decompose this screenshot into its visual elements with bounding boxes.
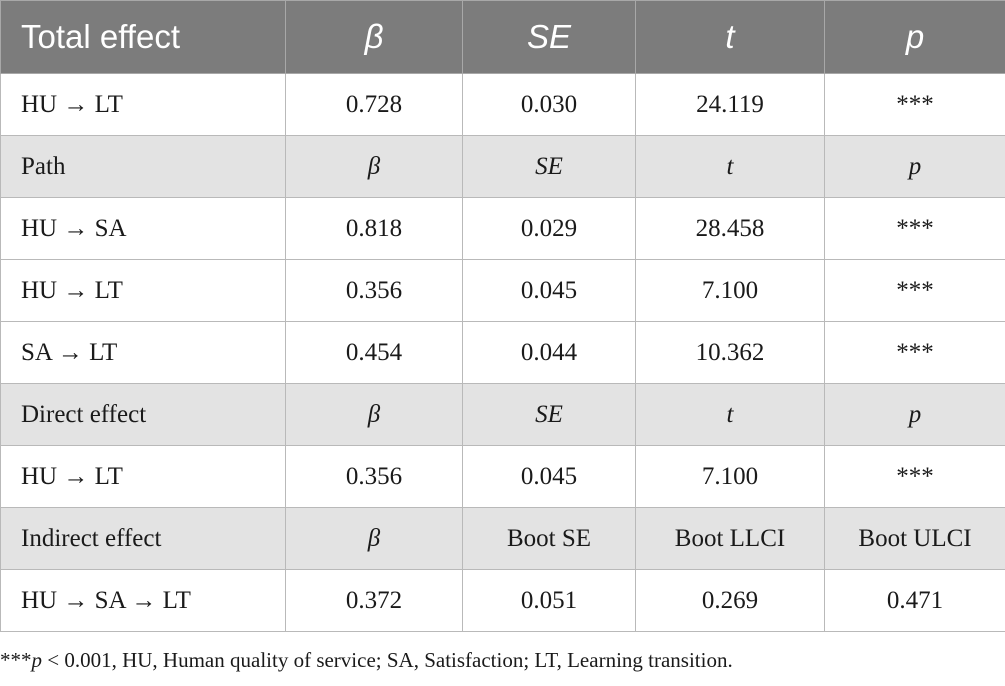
section-label: Direct effect bbox=[0, 383, 286, 446]
cell-p: *** bbox=[824, 445, 1005, 508]
cell-p: *** bbox=[824, 259, 1005, 322]
table-header-row: Total effect β SE t p bbox=[0, 0, 1005, 74]
cell-beta: 0.454 bbox=[285, 321, 463, 384]
results-table: Total effect β SE t p HU → LT 0.728 0.03… bbox=[0, 0, 1005, 632]
section-cell-boot-se: Boot SE bbox=[462, 507, 636, 570]
table-footnote: ***p < 0.001, HU, Human quality of servi… bbox=[0, 648, 733, 673]
footnote-text: < 0.001, HU, Human quality of service; S… bbox=[42, 648, 733, 672]
cell-beta: 0.356 bbox=[285, 259, 463, 322]
cell-se: 0.045 bbox=[462, 259, 636, 322]
cell-beta: 0.728 bbox=[285, 73, 463, 136]
cell-se: 0.045 bbox=[462, 445, 636, 508]
table-row: HU → SA 0.818 0.029 28.458 *** bbox=[0, 197, 1005, 260]
section-cell-t: t bbox=[635, 383, 825, 446]
row-label: SA → LT bbox=[0, 321, 286, 384]
section-header-row: Indirect effect β Boot SE Boot LLCI Boot… bbox=[0, 507, 1005, 570]
section-header-row: Path β SE t p bbox=[0, 135, 1005, 198]
cell-beta: 0.372 bbox=[285, 569, 463, 632]
section-cell-beta: β bbox=[285, 383, 463, 446]
cell-p: *** bbox=[824, 197, 1005, 260]
cell-boot-se: 0.051 bbox=[462, 569, 636, 632]
section-label: Path bbox=[0, 135, 286, 198]
cell-se: 0.029 bbox=[462, 197, 636, 260]
table-row: HU → LT 0.356 0.045 7.100 *** bbox=[0, 259, 1005, 322]
row-label: HU → LT bbox=[0, 73, 286, 136]
table-row: HU → LT 0.356 0.045 7.100 *** bbox=[0, 445, 1005, 508]
header-cell-se: SE bbox=[462, 0, 636, 74]
cell-se: 0.044 bbox=[462, 321, 636, 384]
cell-t: 28.458 bbox=[635, 197, 825, 260]
section-label: Indirect effect bbox=[0, 507, 286, 570]
cell-se: 0.030 bbox=[462, 73, 636, 136]
header-cell-beta: β bbox=[285, 0, 463, 74]
header-cell-total-effect: Total effect bbox=[0, 0, 286, 74]
cell-t: 7.100 bbox=[635, 445, 825, 508]
cell-t: 7.100 bbox=[635, 259, 825, 322]
section-cell-beta: β bbox=[285, 507, 463, 570]
section-header-row: Direct effect β SE t p bbox=[0, 383, 1005, 446]
section-cell-t: t bbox=[635, 135, 825, 198]
row-label: HU → LT bbox=[0, 445, 286, 508]
table-row: HU → SA → LT 0.372 0.051 0.269 0.471 bbox=[0, 569, 1005, 632]
section-cell-se: SE bbox=[462, 135, 636, 198]
section-cell-p: p bbox=[824, 135, 1005, 198]
cell-beta: 0.818 bbox=[285, 197, 463, 260]
section-cell-p: p bbox=[824, 383, 1005, 446]
table-row: SA → LT 0.454 0.044 10.362 *** bbox=[0, 321, 1005, 384]
header-cell-t: t bbox=[635, 0, 825, 74]
cell-t: 24.119 bbox=[635, 73, 825, 136]
cell-p: *** bbox=[824, 321, 1005, 384]
cell-beta: 0.356 bbox=[285, 445, 463, 508]
section-cell-boot-llci: Boot LLCI bbox=[635, 507, 825, 570]
row-label: HU → SA bbox=[0, 197, 286, 260]
cell-p: *** bbox=[824, 73, 1005, 136]
section-cell-beta: β bbox=[285, 135, 463, 198]
row-label: HU → SA → LT bbox=[0, 569, 286, 632]
section-cell-se: SE bbox=[462, 383, 636, 446]
cell-boot-llci: 0.269 bbox=[635, 569, 825, 632]
cell-boot-ulci: 0.471 bbox=[824, 569, 1005, 632]
cell-t: 10.362 bbox=[635, 321, 825, 384]
table-row: HU → LT 0.728 0.030 24.119 *** bbox=[0, 73, 1005, 136]
footnote-p: p bbox=[31, 648, 43, 672]
row-label: HU → LT bbox=[0, 259, 286, 322]
section-cell-boot-ulci: Boot ULCI bbox=[824, 507, 1005, 570]
footnote-prefix: *** bbox=[0, 648, 32, 672]
header-cell-p: p bbox=[824, 0, 1005, 74]
